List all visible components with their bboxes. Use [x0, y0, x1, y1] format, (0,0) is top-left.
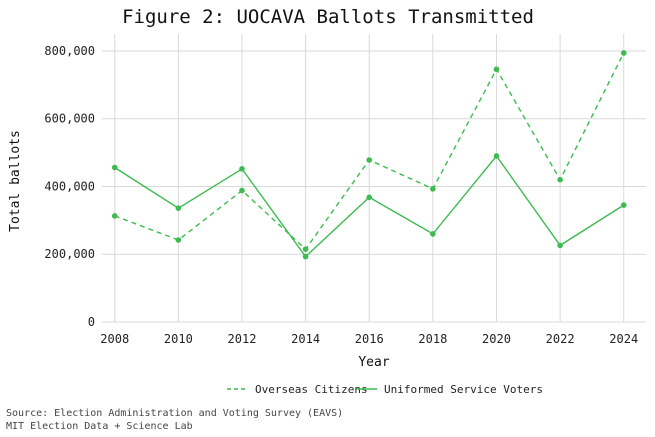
x-tick-label: 2020	[482, 332, 511, 346]
x-tick-label: 2008	[100, 332, 129, 346]
series-layer	[111, 50, 627, 260]
x-tick-label: 2016	[355, 332, 384, 346]
data-point-uniformed-service-voters	[430, 231, 436, 237]
caption-source: Source: Election Administration and Voti…	[6, 408, 343, 419]
data-point-overseas-citizens	[493, 66, 500, 73]
x-tick-label: 2010	[164, 332, 193, 346]
vertical-gridlines	[114, 34, 625, 322]
data-point-overseas-citizens	[175, 237, 182, 243]
data-point-uniformed-service-voters	[620, 202, 627, 208]
data-point-uniformed-service-voters	[302, 253, 309, 260]
data-point-overseas-citizens	[111, 213, 118, 219]
x-tick-label: 2022	[546, 332, 575, 346]
caption-lab: MIT Election Data + Science Lab	[6, 421, 193, 432]
legend: Overseas Citizens Uniformed Service Vote…	[227, 383, 543, 396]
y-tick-label: 200,000	[44, 247, 95, 261]
data-point-overseas-citizens	[239, 187, 245, 194]
y-axis-tick-labels: 0 200,000 400,000 600,000 800,000	[44, 44, 95, 329]
x-tick-label: 2012	[228, 332, 257, 346]
y-tick-label: 600,000	[44, 112, 95, 126]
data-point-uniformed-service-voters	[493, 153, 500, 159]
data-point-uniformed-service-voters	[239, 166, 245, 172]
y-tick-label: 0	[88, 315, 95, 329]
data-point-uniformed-service-voters	[111, 164, 118, 171]
y-tick-label: 800,000	[44, 44, 95, 58]
chart-title: Figure 2: UOCAVA Ballots Transmitted	[122, 6, 534, 28]
x-axis-tick-labels: 2008 2010 2012 2014 2016 2018 2020 2022 2024	[100, 332, 638, 346]
x-tick-label: 2024	[609, 332, 638, 346]
horizontal-gridlines	[102, 50, 646, 323]
data-point-uniformed-service-voters	[175, 205, 182, 211]
data-point-overseas-citizens	[366, 157, 373, 163]
y-axis-title: Total ballots	[8, 130, 23, 232]
data-point-overseas-citizens	[430, 186, 436, 192]
x-tick-label: 2014	[291, 332, 320, 346]
x-axis-title: Year	[358, 355, 389, 370]
data-point-overseas-citizens	[557, 176, 563, 183]
data-point-overseas-citizens	[620, 50, 627, 56]
x-tick-label: 2018	[418, 332, 447, 346]
legend-label-uniformed-service-voters: Uniformed Service Voters	[384, 383, 543, 396]
legend-label-overseas-citizens: Overseas Citizens	[255, 383, 368, 396]
data-point-uniformed-service-voters	[366, 194, 373, 201]
y-tick-label: 400,000	[44, 179, 95, 193]
data-point-uniformed-service-voters	[557, 242, 563, 249]
data-point-overseas-citizens	[302, 246, 309, 252]
